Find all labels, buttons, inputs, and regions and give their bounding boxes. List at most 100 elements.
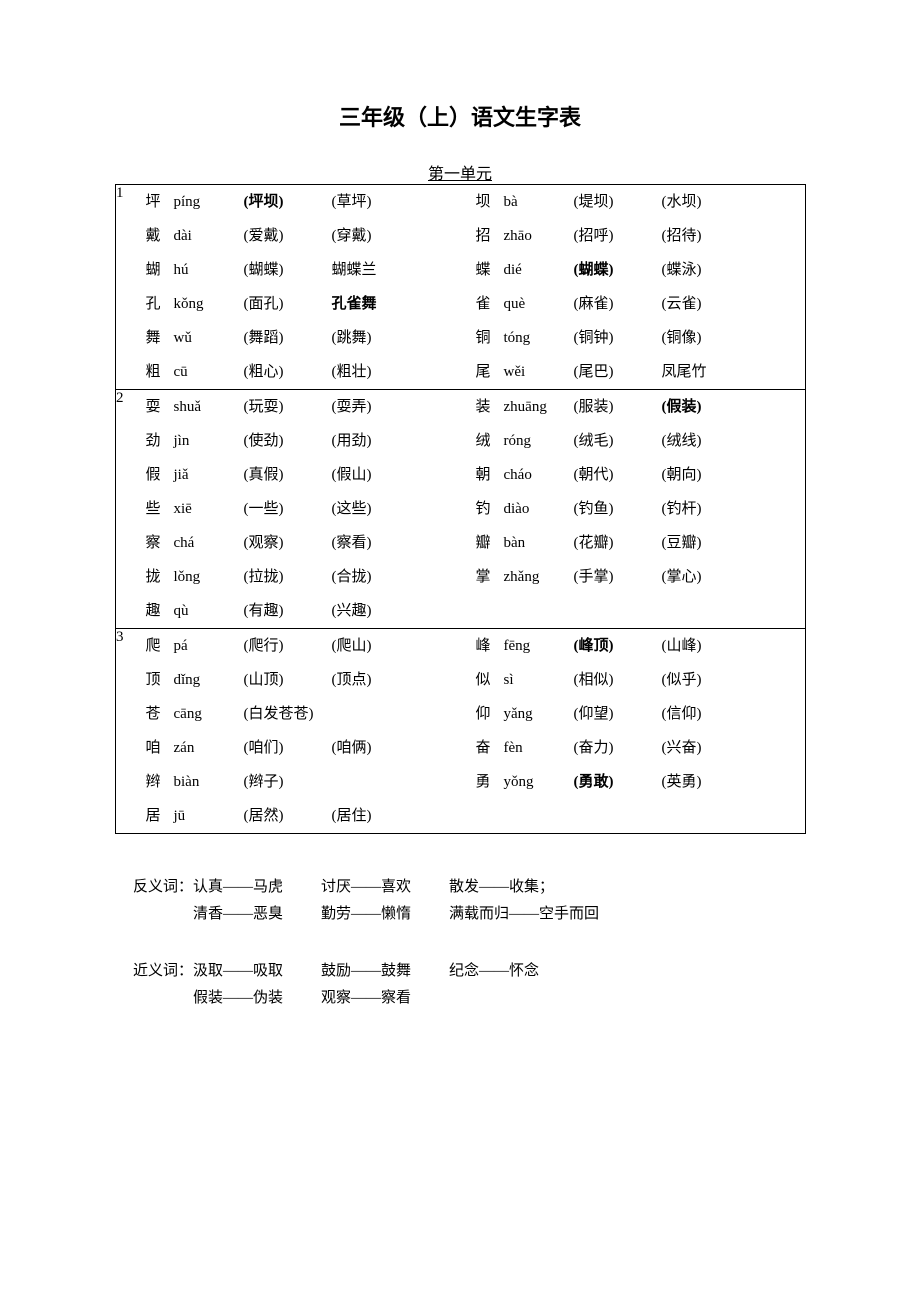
vocab-entry: 铜tóng(铜钟)(铜像) [476,321,806,355]
word1: (堤坝) [574,190,662,214]
right-cell: 装zhuāng(服装)(假装) [476,390,806,425]
word1: (手掌) [574,565,662,589]
pinyin: zán [174,736,244,760]
left-cell: 些 xiē(一些)(这些) [146,492,476,526]
vocab-entry: 劲jìn(使劲)(用劲) [146,424,476,458]
word2: (钓杆) [662,497,750,521]
char: 察 [146,531,174,555]
word2: (耍弄) [332,395,420,419]
char: 奋 [476,736,504,760]
char: 仰 [476,702,504,726]
unit-subtitle: 第一单元 [115,160,805,184]
char: 趣 [146,599,174,623]
pinyin: wǔ [174,326,244,350]
pinyin: lǒng [174,565,244,589]
word2: (招待) [662,224,750,248]
word-pair: 假装——伪装 [193,985,283,1012]
word-pair: 散发——收集； [449,874,554,901]
word2: (爬山) [332,634,420,658]
word2: (云雀) [662,292,750,316]
pinyin: biàn [174,770,244,794]
pinyin: píng [174,190,244,214]
vocab-entry: 戴dài(爱戴)(穿戴) [146,219,476,253]
char: 耍 [146,395,174,419]
char: 些 [146,497,174,521]
word-pair: 认真——马虎 [193,874,283,901]
word2: (豆瓣) [662,531,750,555]
char: 舞 [146,326,174,350]
vocab-entry: 舞wǔ(舞蹈)(跳舞) [146,321,476,355]
word1: (使劲) [244,429,332,453]
word-pair: 讨厌——喜欢 [321,874,411,901]
char: 孔 [146,292,174,316]
word2: (水坝) [662,190,750,214]
word1: (玩耍) [244,395,332,419]
lesson-number [116,219,146,253]
char: 勇 [476,770,504,794]
lesson-number [116,663,146,697]
lesson-number [116,492,146,526]
char: 似 [476,668,504,692]
vocab-entry: 奋fèn(奋力)(兴奋) [476,731,806,765]
word2: (用劲) [332,429,420,453]
word-pair: 纪念——怀念 [449,958,539,985]
right-cell: 绒róng(绒毛)(绒线) [476,424,806,458]
right-cell: 钓diào(钓鱼)(钓杆) [476,492,806,526]
word1: (钓鱼) [574,497,662,521]
word-pair: 满载而归——空手而回 [449,901,599,928]
vocab-entry: 蝶dié(蝴蝶)(蝶泳) [476,253,806,287]
char: 坝 [476,190,504,214]
vocab-entry: 孔kǒng(面孔)孔雀舞 [146,287,476,321]
lesson-number [116,560,146,594]
word1: (麻雀) [574,292,662,316]
vocab-entry: 些 xiē(一些)(这些) [146,492,476,526]
lesson-number: 3 [116,629,146,664]
word1: (拉拢) [244,565,332,589]
right-cell: 尾wěi(尾巴)凤尾竹 [476,355,806,390]
lesson-number [116,355,146,390]
pinyin: fēng [504,634,574,658]
char: 拢 [146,565,174,589]
vocab-entry: 雀què(麻雀)(云雀) [476,287,806,321]
right-cell: 蝶dié(蝴蝶)(蝶泳) [476,253,806,287]
word-pair: 汲取——吸取 [193,958,283,985]
left-cell: 咱zán(咱们)(咱俩) [146,731,476,765]
lesson-number [116,765,146,799]
word2: (跳舞) [332,326,420,350]
vocab-entry: 钓diào(钓鱼)(钓杆) [476,492,806,526]
word-pair: 清香——恶臭 [193,901,283,928]
word2: (假山) [332,463,420,487]
vocab-entry: 咱zán(咱们)(咱俩) [146,731,476,765]
left-cell: 耍shuǎ(玩耍)(耍弄) [146,390,476,425]
char: 蝴 [146,258,174,282]
right-cell: 雀què(麻雀)(云雀) [476,287,806,321]
left-cell: 拢lǒng(拉拢)(合拢) [146,560,476,594]
pinyin: diào [504,497,574,521]
char: 戴 [146,224,174,248]
word1: (真假) [244,463,332,487]
word2: (信仰) [662,702,750,726]
word2: (掌心) [662,565,750,589]
char: 辫 [146,770,174,794]
word2: (蝶泳) [662,258,750,282]
word2: 蝴蝶兰 [332,258,420,282]
right-cell [476,594,806,629]
pinyin: fèn [504,736,574,760]
right-cell: 似sì(相似)(似乎) [476,663,806,697]
pinyin: què [504,292,574,316]
word-pair: 观察——察看 [321,985,411,1012]
right-cell: 朝cháo(朝代)(朝向) [476,458,806,492]
word2: (粗壮) [332,360,420,384]
left-cell: 趣qù(有趣)(兴趣) [146,594,476,629]
left-cell: 察chá(观察)(察看) [146,526,476,560]
word2: (草坪) [332,190,420,214]
pinyin: sì [504,668,574,692]
right-cell: 奋fèn(奋力)(兴奋) [476,731,806,765]
vocab-entry: 假jiǎ(真假)(假山) [146,458,476,492]
vocab-entry: 趣qù(有趣)(兴趣) [146,594,476,628]
pinyin: zhāo [504,224,574,248]
vocab-table: 1坪píng(坪坝)(草坪)坝bà(堤坝)(水坝)戴dài(爱戴)(穿戴)招zh… [115,184,806,834]
word2: (绒线) [662,429,750,453]
word1: (面孔) [244,292,332,316]
word2: 凤尾竹 [662,360,750,384]
